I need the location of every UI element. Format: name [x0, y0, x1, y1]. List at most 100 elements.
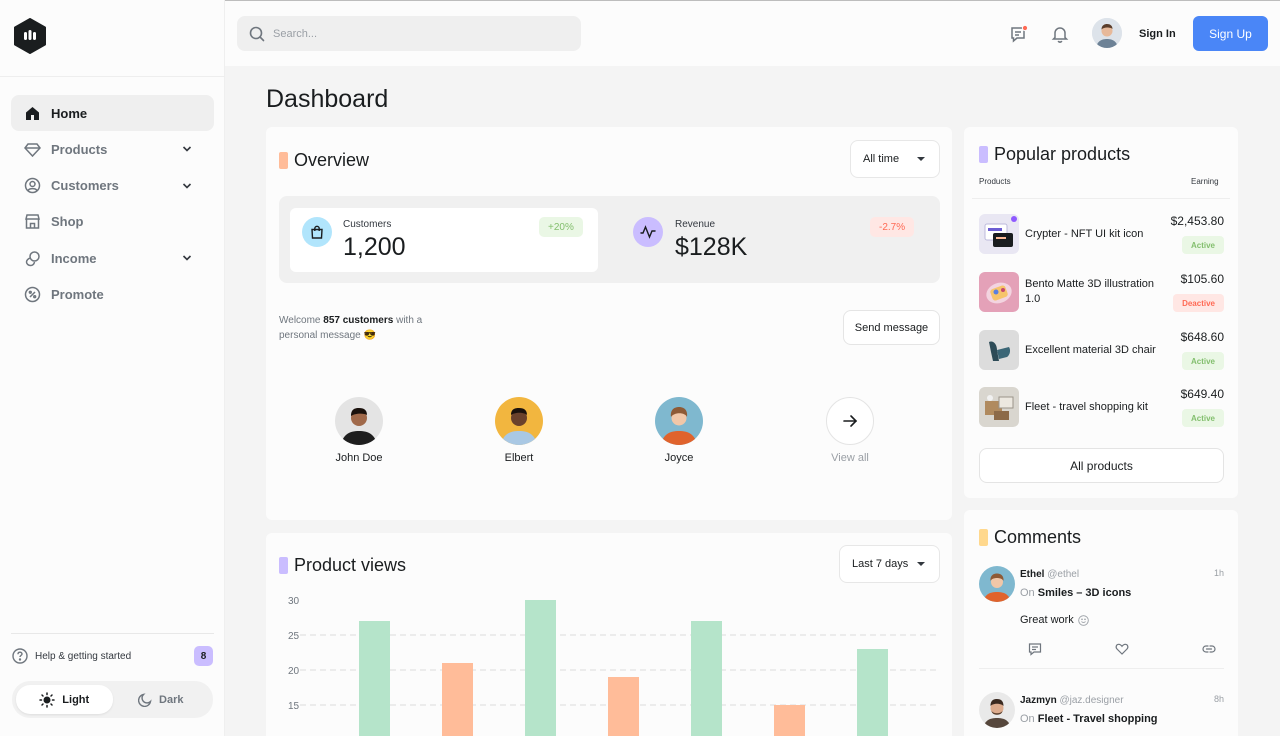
- bell-icon[interactable]: [1051, 25, 1069, 43]
- theme-light-button[interactable]: Light: [16, 685, 113, 714]
- product-row[interactable]: Fleet - travel shopping kit $649.40 Acti…: [979, 387, 1224, 427]
- chart-bar[interactable]: [608, 677, 639, 736]
- comment-author-handle: @jaz.designer: [1059, 695, 1124, 706]
- help-link[interactable]: Help & getting started 8: [12, 646, 214, 666]
- product-thumbnail: [979, 272, 1019, 312]
- comment-author-name: Jazmyn: [1020, 695, 1057, 706]
- comments-title-text: Comments: [994, 527, 1082, 547]
- caret-down-icon: [917, 157, 925, 161]
- comment-author-name: Ethel: [1020, 569, 1045, 580]
- product-views-title-text: Product views: [294, 555, 407, 575]
- status-badge: Deactive: [1173, 294, 1224, 312]
- sidebar-item-income[interactable]: Income: [11, 240, 214, 276]
- theme-light-label: Light: [62, 693, 90, 706]
- earning-column-header: Earning: [1191, 177, 1219, 186]
- product-views-title: Product views: [279, 555, 406, 576]
- comment-avatar[interactable]: [979, 692, 1015, 728]
- sign-up-button[interactable]: Sign Up: [1193, 16, 1268, 51]
- moon-icon: [138, 692, 152, 707]
- sidebar-item-shop[interactable]: Shop: [11, 204, 214, 240]
- comments-title: Comments: [979, 527, 1081, 548]
- overview-period-select[interactable]: All time: [850, 140, 940, 178]
- product-price: $648.60: [1180, 330, 1224, 344]
- send-message-button[interactable]: Send message: [843, 310, 940, 345]
- link-icon[interactable]: [1202, 642, 1216, 656]
- overview-period-value: All time: [863, 153, 900, 165]
- overview-title: Overview: [279, 150, 369, 171]
- customers-stat-card[interactable]: Customers 1,200 +20%: [290, 208, 598, 272]
- view-all-customers[interactable]: View all: [800, 397, 900, 464]
- search-input[interactable]: [273, 27, 553, 40]
- comment-divider: [979, 668, 1224, 669]
- status-badge: Active: [1181, 409, 1224, 427]
- comment-target: On Smiles – 3D icons: [1020, 587, 1131, 599]
- customers-stat-value: 1,200: [343, 233, 406, 261]
- product-name: Bento Matte 3D illustration 1.0: [1025, 278, 1155, 305]
- arrow-right-icon: [826, 397, 874, 445]
- comment-avatar[interactable]: [979, 566, 1015, 602]
- product-row[interactable]: Bento Matte 3D illustration 1.0 $105.60 …: [979, 272, 1224, 312]
- help-count-badge: 8: [194, 646, 213, 666]
- sign-in-link[interactable]: Sign In: [1139, 28, 1176, 40]
- theme-dark-button[interactable]: Dark: [113, 685, 210, 714]
- heart-icon[interactable]: [1115, 642, 1129, 656]
- comment-on-prefix: On: [1020, 587, 1038, 599]
- sidebar-item-home[interactable]: Home: [11, 95, 214, 131]
- user-circle-icon: [24, 177, 41, 194]
- products-column-header: Products: [979, 177, 1011, 186]
- chevron-down-icon[interactable]: [182, 144, 192, 154]
- y-tick-label: 15: [288, 701, 300, 712]
- chart-bar[interactable]: [857, 649, 888, 736]
- sidebar-item-products[interactable]: Products: [11, 131, 214, 167]
- chart-bar[interactable]: [359, 621, 390, 736]
- header-divider: [972, 198, 1230, 199]
- theme-switch: Light Dark: [12, 681, 213, 718]
- product-views-chart: 30 25 20 15: [288, 596, 940, 736]
- welcome-message: Welcome 857 customers with a personal me…: [279, 313, 459, 343]
- customers-stat-label: Customers: [343, 219, 392, 230]
- chevron-down-icon[interactable]: [182, 253, 192, 263]
- product-row[interactable]: Excellent material 3D chair $648.60 Acti…: [979, 330, 1224, 370]
- chevron-down-icon[interactable]: [182, 181, 192, 191]
- comment-time: 1h: [1213, 568, 1224, 578]
- product-row[interactable]: Crypter - NFT UI kit icon $2,453.80 Acti…: [979, 214, 1224, 254]
- customer-avatar-item[interactable]: Elbert: [469, 397, 569, 464]
- y-tick-label: 25: [288, 631, 300, 642]
- message-icon[interactable]: [1010, 25, 1028, 43]
- smile-icon: [1078, 614, 1089, 626]
- user-avatar[interactable]: [1092, 18, 1122, 48]
- product-views-period-select[interactable]: Last 7 days: [839, 545, 940, 583]
- comment-author: Jazmyn @jaz.designer: [1020, 695, 1124, 706]
- status-badge: Active: [1181, 352, 1224, 370]
- page-title: Dashboard: [266, 85, 389, 113]
- product-price: $2,453.80: [1170, 214, 1224, 228]
- sidebar-bottom-divider: [11, 633, 214, 634]
- comment-target-link[interactable]: Smiles – 3D icons: [1037, 587, 1132, 599]
- chart-bar[interactable]: [774, 705, 805, 736]
- theme-dark-label: Dark: [159, 693, 184, 706]
- customer-avatar-item[interactable]: John Doe: [309, 397, 409, 464]
- chart-bar[interactable]: [442, 663, 473, 736]
- customer-avatar-item[interactable]: Joyce: [629, 397, 729, 464]
- status-badge: Active: [1181, 236, 1224, 254]
- all-products-button[interactable]: All products: [979, 448, 1224, 483]
- welcome-count: 857 customers: [323, 315, 394, 326]
- comment-target-link[interactable]: Fleet - Travel shopping: [1037, 713, 1158, 725]
- chart-bar[interactable]: [525, 600, 556, 736]
- sidebar: Home Products Customers Shop I: [0, 0, 225, 736]
- customer-avatar: [655, 397, 703, 445]
- logo-icon[interactable]: [13, 18, 47, 54]
- reply-icon[interactable]: [1028, 642, 1042, 656]
- y-tick-label: 30: [288, 596, 300, 607]
- sidebar-item-promote[interactable]: Promote: [11, 276, 214, 312]
- sidebar-item-customers[interactable]: Customers: [11, 168, 214, 204]
- product-price: $649.40: [1180, 387, 1224, 401]
- title-tag: [979, 146, 988, 163]
- view-all-label: View all: [831, 452, 869, 464]
- comment-author: Ethel @ethel: [1020, 569, 1079, 580]
- chart-bar[interactable]: [691, 621, 722, 736]
- caret-down-icon: [917, 562, 925, 566]
- sidebar-item-label: Shop: [51, 214, 84, 230]
- diamond-icon: [24, 141, 41, 158]
- comment-author-handle: @ethel: [1047, 569, 1080, 580]
